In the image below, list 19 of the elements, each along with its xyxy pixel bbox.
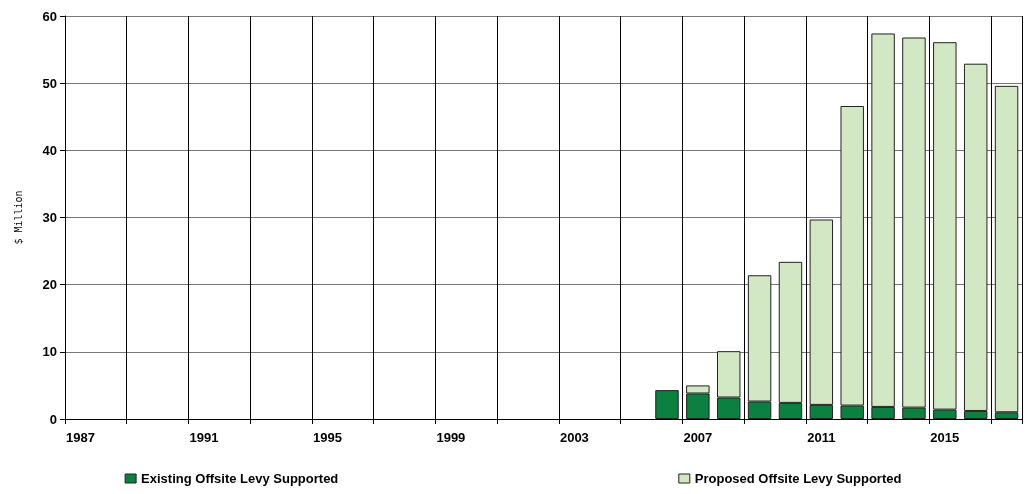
y-tick-label: 50 (42, 75, 57, 91)
x-tick-label: 1987 (65, 430, 95, 445)
y-tick-label: 30 (42, 210, 57, 225)
y-axis-title: $ Million (12, 190, 24, 245)
y-tick-label: 0 (49, 411, 57, 427)
x-tick-label: 2015 (930, 430, 960, 445)
x-tick-label: 1995 (312, 430, 342, 445)
bar (655, 390, 679, 419)
y-tick-label: 40 (42, 142, 57, 158)
y-tick-label: 10 (42, 344, 57, 360)
x-tick-label: 1999 (436, 430, 466, 445)
y-tick-label: 20 (42, 277, 57, 293)
x-tick-label: 2011 (807, 430, 836, 445)
x-tick-label: 1991 (189, 430, 219, 445)
legend-label: Proposed Offsite Levy Supported (694, 471, 902, 486)
x-tick-label: 2007 (683, 430, 713, 445)
legend-label: Existing Offsite Levy Supported (141, 471, 339, 486)
y-tick-label: 60 (42, 8, 57, 24)
x-tick-label: 2003 (559, 430, 589, 445)
